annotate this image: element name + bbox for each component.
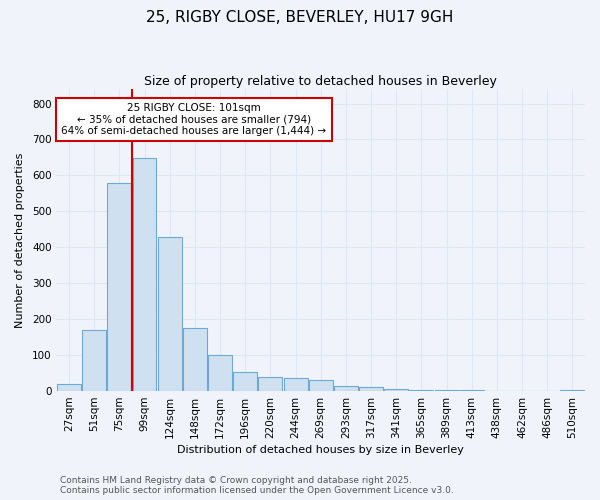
- Text: Contains HM Land Registry data © Crown copyright and database right 2025.
Contai: Contains HM Land Registry data © Crown c…: [60, 476, 454, 495]
- Title: Size of property relative to detached houses in Beverley: Size of property relative to detached ho…: [144, 75, 497, 88]
- Bar: [334, 386, 358, 391]
- Bar: [359, 388, 383, 391]
- Bar: [460, 390, 484, 391]
- Bar: [183, 328, 207, 391]
- Bar: [57, 384, 81, 391]
- Bar: [233, 372, 257, 391]
- Bar: [309, 380, 332, 391]
- Text: 25, RIGBY CLOSE, BEVERLEY, HU17 9GH: 25, RIGBY CLOSE, BEVERLEY, HU17 9GH: [146, 10, 454, 25]
- Bar: [434, 390, 458, 391]
- X-axis label: Distribution of detached houses by size in Beverley: Distribution of detached houses by size …: [177, 445, 464, 455]
- Bar: [133, 158, 157, 391]
- Bar: [409, 390, 433, 391]
- Text: 25 RIGBY CLOSE: 101sqm
← 35% of detached houses are smaller (794)
64% of semi-de: 25 RIGBY CLOSE: 101sqm ← 35% of detached…: [61, 103, 326, 136]
- Bar: [384, 390, 408, 391]
- Bar: [158, 236, 182, 391]
- Y-axis label: Number of detached properties: Number of detached properties: [15, 152, 25, 328]
- Bar: [107, 182, 131, 391]
- Bar: [560, 390, 584, 391]
- Bar: [208, 355, 232, 391]
- Bar: [284, 378, 308, 391]
- Bar: [82, 330, 106, 391]
- Bar: [259, 376, 283, 391]
